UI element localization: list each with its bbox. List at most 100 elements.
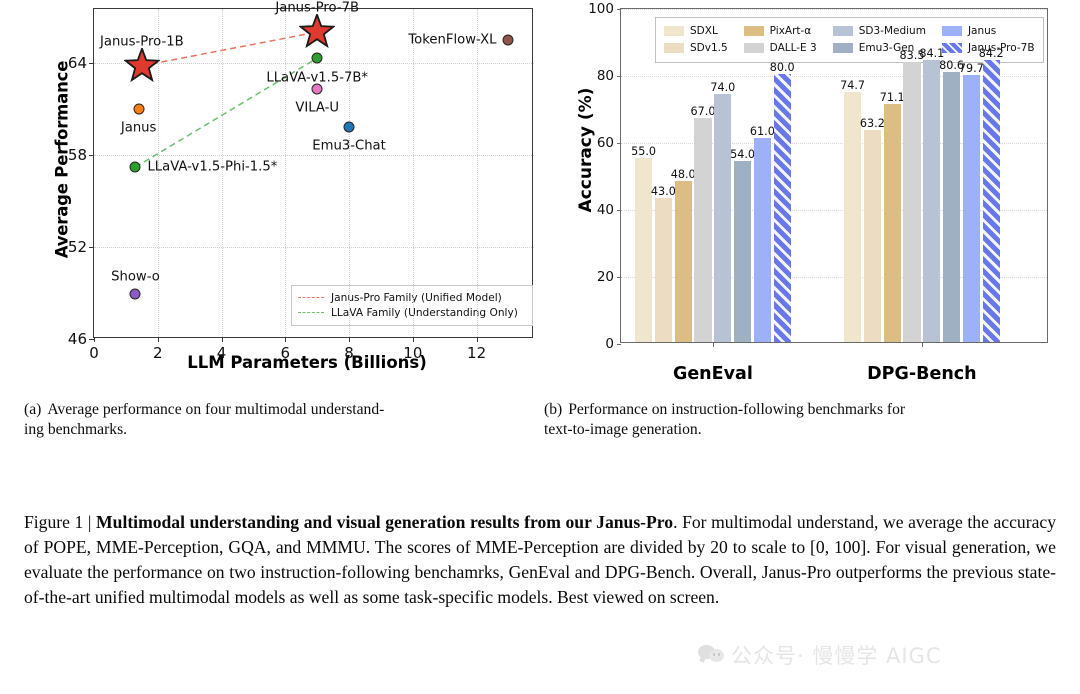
bar: [943, 72, 961, 342]
legend-item-janus-pro-family: Janus-Pro Family (Unified Model): [298, 290, 526, 305]
bar-value-label: 61.0: [749, 124, 775, 138]
bar-value-label: 80.0: [769, 61, 795, 74]
legend-label: Janus: [967, 25, 997, 37]
tick-mark: [94, 337, 95, 342]
bar: [844, 91, 862, 342]
tick-mark: [285, 337, 287, 342]
scatter-point-label: VILA-U: [295, 100, 340, 116]
legend-label: SD3-Medium: [858, 25, 926, 37]
scatter-point-star: [122, 45, 161, 84]
scatter-point-label: Emu3-Chat: [312, 138, 386, 154]
tick-mark: [157, 337, 159, 342]
bar-y-axis-label: Accuracy (%): [576, 87, 596, 213]
dashed-line-icon: [298, 297, 324, 298]
bar-value-label: 84.2: [978, 46, 1004, 60]
legend-swatch-icon: [832, 43, 853, 53]
bar-value-label: 74.0: [710, 81, 736, 95]
scatter-point: [311, 83, 323, 95]
bar-value-label: 54.0: [730, 148, 756, 162]
grid-line: [621, 143, 1047, 144]
bar: [714, 94, 732, 342]
tick-mark: [617, 143, 621, 144]
bar-y-tick: 20: [596, 269, 614, 285]
tick-mark: [617, 210, 621, 211]
tick-mark: [89, 339, 94, 340]
bar-value-label: 43.0: [650, 184, 676, 198]
subcaption-b: (b) Performance on instruction-following …: [544, 400, 1060, 440]
tick-mark: [89, 62, 94, 64]
tick-mark: [617, 344, 621, 345]
scatter-point: [502, 34, 514, 46]
bar-value-label: 63.2: [859, 117, 885, 131]
grid-line: [621, 9, 1047, 10]
bar-legend: SDXL SDv1.5 PixArt-α DALL-E 3 SD3-Medium Emu3…: [655, 17, 1044, 63]
bar-value-label: 74.7: [840, 78, 866, 92]
scatter-x-tick: 0: [89, 344, 99, 362]
bar-value-label: 48.0: [670, 168, 696, 182]
bar: [863, 130, 881, 342]
scatter-point: [311, 52, 323, 64]
grid-line: [349, 9, 351, 339]
grid-line: [621, 76, 1047, 77]
bar: [694, 117, 712, 342]
bar: [654, 197, 672, 342]
legend-label: SDXL: [690, 25, 718, 37]
legend-swatch-icon: [941, 26, 962, 36]
tick-mark: [712, 342, 714, 347]
scatter-point: [129, 288, 141, 300]
watermark: 公众号· 慢慢学 AIGC: [698, 640, 942, 670]
legend-label: DALL-E 3: [769, 42, 817, 54]
scatter-point-label: TokenFlow-XL: [408, 32, 497, 48]
bar-plot-area: SDXL SDv1.5 PixArt-α DALL-E 3 SD3-Medium Emu3…: [588, 1, 1048, 384]
grid-line: [412, 9, 414, 339]
legend-item-llava-family: LLaVA Family (Understanding Only): [298, 305, 526, 320]
figure-caption-prefix: Figure 1 |: [24, 512, 97, 532]
bar-value-label: 55.0: [631, 144, 657, 158]
bar: [923, 60, 941, 342]
bar-value-label: 84.1: [919, 47, 945, 61]
scatter-point-label: Show-o: [111, 269, 160, 285]
legend-swatch-icon: [664, 26, 684, 36]
bar-value-label: 80.6: [939, 58, 965, 72]
bar-y-tick: 0: [605, 336, 614, 352]
scatter-x-tick: 10: [403, 344, 423, 362]
grid-line: [621, 210, 1047, 211]
subcaption-a-line1: Average performance on four multimodal u…: [47, 401, 385, 418]
scatter-x-tick: 8: [344, 344, 354, 362]
subcaption-b-line1: Performance on instruction-following ben…: [568, 401, 906, 418]
scatter-x-tick: 12: [467, 344, 487, 362]
bar: [982, 59, 1000, 343]
tick-mark: [89, 246, 94, 248]
bar-legend-item: SDXL: [664, 23, 728, 39]
bar-legend-item: SD3-Medium: [832, 23, 926, 39]
bar-value-label: 83.5: [899, 49, 925, 63]
scatter-legend: Janus-Pro Family (Unified Model) LLaVA F…: [291, 285, 533, 326]
tick-mark: [476, 337, 478, 342]
bar: [734, 161, 752, 342]
tick-mark: [89, 154, 94, 156]
bar-legend-item: PixArt-α: [743, 23, 817, 39]
tick-mark: [617, 76, 621, 77]
scatter-point: [343, 121, 355, 133]
subcaption-a-label: (a): [24, 401, 42, 418]
bar-value-label: 79.7: [958, 62, 984, 75]
bar-legend-item: Janus: [941, 23, 1035, 39]
watermark-text: 公众号· 慢慢学 AIGC: [731, 644, 942, 668]
grid-line: [94, 246, 534, 248]
subcaption-a: (a) Average performance on four multimoda…: [24, 400, 536, 440]
scatter-plot-area: Janus-Pro Family (Unified Model) LLaVA F…: [68, 1, 534, 362]
tick-mark: [617, 277, 621, 278]
legend-swatch-icon: [664, 43, 684, 53]
bar: [962, 75, 980, 342]
bar-y-tick: 100: [588, 1, 614, 17]
scatter-y-tick: 58: [67, 145, 87, 164]
bar-value-label: 71.1: [879, 90, 905, 104]
legend-label: Emu3-Gen: [858, 42, 915, 54]
legend-label: PixArt-α: [769, 25, 812, 37]
scatter-point-label: Janus-Pro-7B: [275, 0, 360, 16]
dashed-line-icon: [298, 312, 324, 313]
subcaption-b-line2: text-to-image generation.: [544, 420, 702, 438]
grid-line: [157, 9, 159, 339]
bar-legend-item: Janus-Pro-7B: [941, 40, 1035, 56]
tick-mark: [412, 337, 414, 342]
